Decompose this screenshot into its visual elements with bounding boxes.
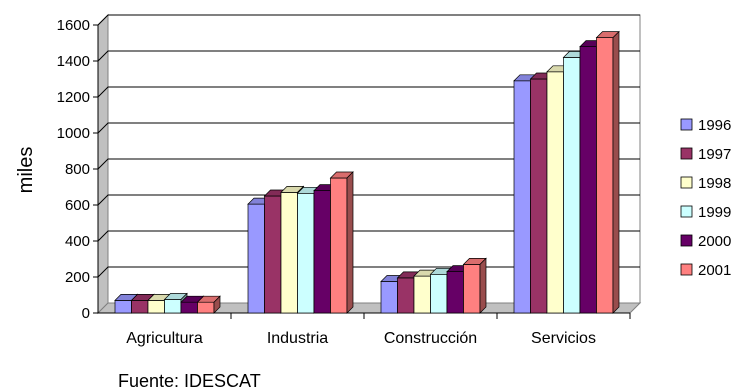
y-tick-label: 1400 [57, 53, 90, 70]
legend-label: 2001 [698, 262, 731, 279]
bar-front [397, 277, 415, 314]
bar-front [579, 46, 597, 314]
bar-side [612, 30, 620, 314]
legend-label: 1998 [698, 175, 731, 192]
bar-front [446, 271, 464, 314]
y-tick-label: 600 [65, 197, 90, 214]
bar-front [264, 195, 282, 314]
bar-front [164, 299, 182, 314]
tick-labels: 0 200 400 600 800 1000 1200 1400 1600 Agricultura… [57, 17, 596, 347]
bar-front [247, 203, 265, 314]
bar-front [546, 71, 564, 314]
gridline [97, 14, 640, 26]
bar-industria-2001 [329, 171, 354, 314]
bar-front [463, 264, 481, 314]
bar-front [280, 192, 298, 314]
y-tick-label: 200 [65, 269, 90, 286]
bar-servicios-2001 [595, 30, 620, 314]
x-tick-label: Agricultura [126, 330, 203, 347]
x-tick-label: Construcción [384, 330, 477, 347]
gridline [97, 122, 640, 134]
x-tick-label: Servicios [531, 330, 596, 347]
y-tick-label: 400 [65, 233, 90, 250]
bar-front [380, 281, 398, 314]
y-tick-label: 1000 [57, 125, 90, 142]
bar-front [147, 300, 165, 314]
bar-front [114, 300, 132, 314]
gridline [97, 194, 640, 206]
legend-swatch [680, 263, 693, 276]
bar-front [297, 192, 315, 314]
legend-label: 1997 [698, 146, 731, 163]
bars [114, 30, 620, 314]
y-tick-label: 1200 [57, 89, 90, 106]
legend-label: 1999 [698, 204, 731, 221]
y-tick-label: 1600 [57, 17, 90, 34]
bar-agricultura-2001 [196, 295, 221, 314]
bar-front [596, 37, 614, 314]
gridline [97, 50, 640, 62]
bar-construcción-2001 [462, 257, 487, 314]
legend-label: 1996 [698, 117, 731, 134]
legend: 1996 1997 1998 1999 2000 2001 [680, 117, 731, 279]
gridline [97, 230, 640, 242]
bar-front [330, 177, 348, 314]
legend-swatch [680, 205, 693, 218]
gridline [97, 158, 640, 170]
bar-front [430, 273, 448, 314]
bar-front [197, 301, 215, 314]
gridline [97, 86, 640, 98]
gridlines [97, 14, 640, 278]
legend-swatch [680, 147, 693, 160]
y-axis-label: miles [15, 147, 37, 194]
bar-front [180, 301, 198, 314]
bar-front [413, 275, 431, 314]
legend-swatch [680, 118, 693, 131]
legend-label: 2000 [698, 233, 731, 250]
bar-side [479, 257, 487, 314]
legend-swatch [680, 234, 693, 247]
bar-front [530, 78, 548, 314]
source-note: Fuente: IDESCAT [118, 371, 261, 391]
y-tick-label: 0 [82, 305, 90, 322]
y-tick-label: 800 [65, 161, 90, 178]
bar-front [313, 190, 331, 314]
legend-swatch [680, 176, 693, 189]
x-tick-label: Industria [267, 330, 328, 347]
bar-front [563, 57, 581, 314]
bar-side [213, 295, 221, 314]
bar-front [131, 300, 149, 314]
bar-front [513, 80, 531, 314]
bar-side [346, 171, 354, 314]
